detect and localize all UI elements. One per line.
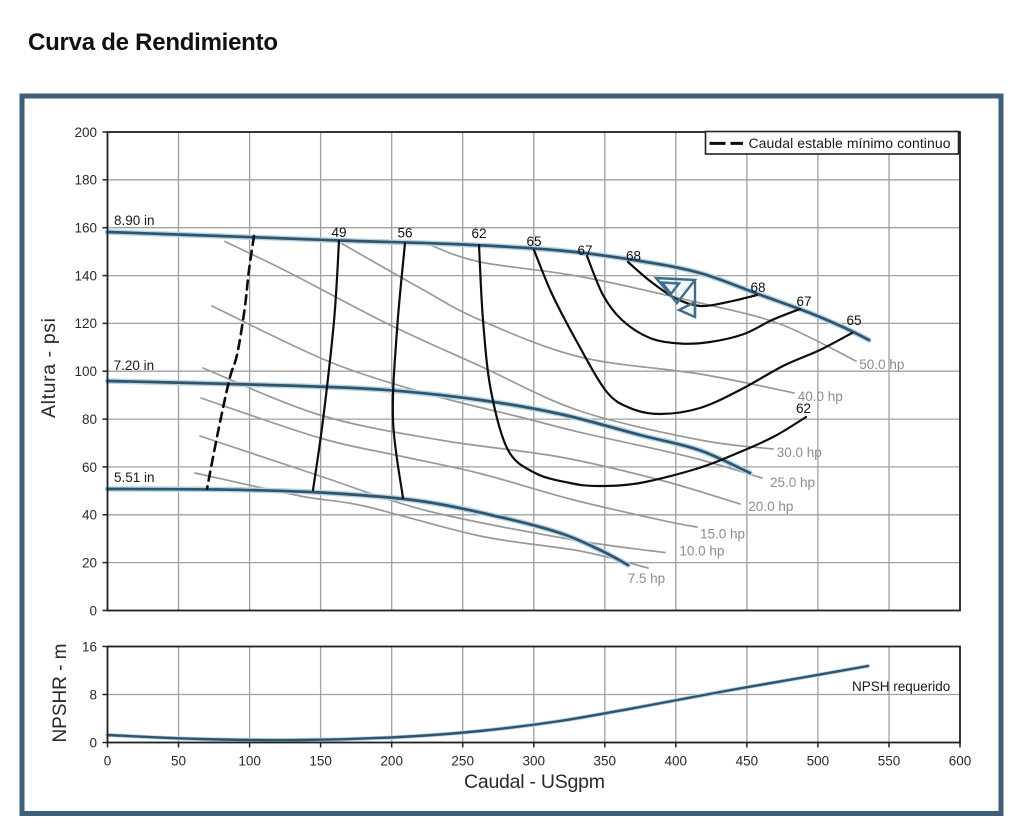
svg-text:550: 550 <box>878 754 901 769</box>
svg-text:20.0 hp: 20.0 hp <box>748 499 793 514</box>
svg-text:16: 16 <box>82 639 97 654</box>
svg-text:30.0 hp: 30.0 hp <box>777 445 822 460</box>
svg-text:8.90 in: 8.90 in <box>114 213 155 228</box>
svg-text:65: 65 <box>526 234 541 249</box>
svg-text:7.5 hp: 7.5 hp <box>628 571 666 586</box>
svg-text:180: 180 <box>74 173 97 188</box>
svg-text:50.0 hp: 50.0 hp <box>859 357 904 372</box>
svg-text:0: 0 <box>89 735 97 750</box>
svg-text:Altura - psi: Altura - psi <box>38 318 60 418</box>
svg-text:40.0 hp: 40.0 hp <box>798 389 843 404</box>
svg-text:300: 300 <box>523 754 546 769</box>
svg-text:25.0 hp: 25.0 hp <box>770 475 815 490</box>
svg-text:20: 20 <box>82 555 97 570</box>
svg-text:8: 8 <box>89 687 97 702</box>
svg-text:62: 62 <box>471 226 486 241</box>
svg-text:120: 120 <box>74 316 97 331</box>
svg-text:200: 200 <box>380 754 403 769</box>
svg-text:68: 68 <box>626 249 641 264</box>
svg-text:60: 60 <box>82 460 97 475</box>
svg-text:49: 49 <box>331 225 346 240</box>
svg-text:50: 50 <box>171 754 186 769</box>
svg-text:5.51 in: 5.51 in <box>114 470 155 485</box>
svg-text:Caudal - USgpm: Caudal - USgpm <box>464 771 605 793</box>
svg-text:NPSH requerido: NPSH requerido <box>852 679 950 694</box>
svg-text:65: 65 <box>846 313 861 328</box>
svg-text:100: 100 <box>238 754 261 769</box>
svg-text:450: 450 <box>736 754 759 769</box>
svg-text:62: 62 <box>796 401 811 416</box>
svg-text:15.0 hp: 15.0 hp <box>700 526 745 541</box>
svg-text:67: 67 <box>796 294 811 309</box>
svg-text:7.20 in: 7.20 in <box>114 358 155 373</box>
svg-text:Caudal estable mínimo continuo: Caudal estable mínimo continuo <box>749 135 951 151</box>
svg-text:160: 160 <box>74 221 97 236</box>
svg-text:400: 400 <box>665 754 688 769</box>
svg-text:0: 0 <box>89 603 97 618</box>
svg-text:200: 200 <box>74 125 97 140</box>
svg-text:150: 150 <box>309 754 332 769</box>
svg-text:NPSHR - m: NPSHR - m <box>50 644 71 743</box>
svg-text:80: 80 <box>82 412 97 427</box>
svg-text:600: 600 <box>949 754 972 769</box>
svg-text:40: 40 <box>82 508 97 523</box>
svg-text:68: 68 <box>750 280 765 295</box>
svg-text:10.0 hp: 10.0 hp <box>679 544 724 559</box>
svg-text:67: 67 <box>577 243 592 258</box>
svg-text:0: 0 <box>104 754 112 769</box>
svg-text:56: 56 <box>397 226 412 241</box>
svg-text:250: 250 <box>451 754 474 769</box>
svg-text:100: 100 <box>74 364 97 379</box>
svg-text:350: 350 <box>594 754 617 769</box>
svg-text:140: 140 <box>74 268 97 283</box>
svg-text:500: 500 <box>807 754 830 769</box>
svg-text:Curva de Rendimiento: Curva de Rendimiento <box>28 29 278 56</box>
